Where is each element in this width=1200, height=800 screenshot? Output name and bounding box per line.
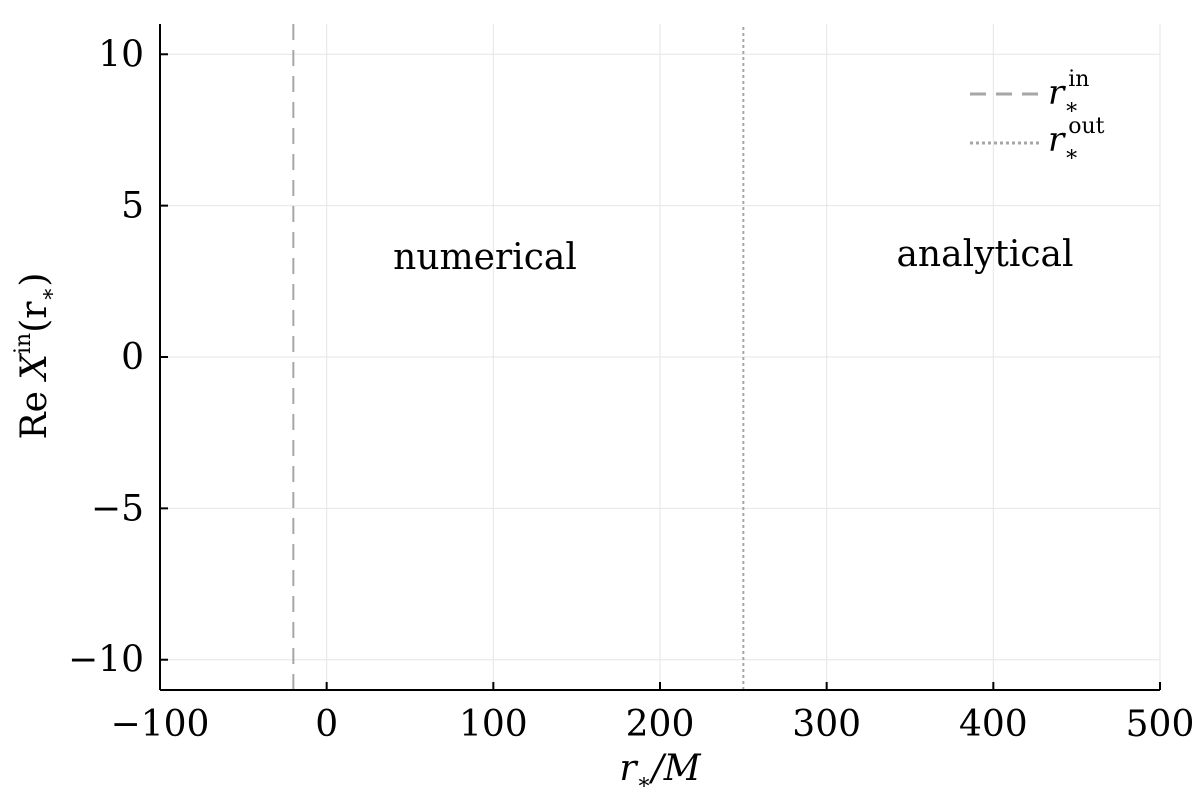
x-tick-label: 100: [459, 704, 528, 745]
annotations: numerical analytical: [393, 234, 1073, 278]
x-tick-label: 200: [626, 704, 695, 745]
x-tick-label: 0: [315, 704, 338, 745]
x-tick-label: −100: [111, 704, 210, 745]
y-tick-label: 10: [98, 34, 144, 75]
y-tick-label: 0: [121, 337, 144, 378]
y-axis-label: Re Xin(r∗): [11, 273, 61, 440]
legend: r∗in r∗out: [970, 67, 1105, 167]
y-ticks: −10 −5 0 5 10: [68, 34, 168, 681]
legend-entry-r-in: r∗in: [970, 67, 1089, 120]
y-tick-label: 5: [121, 186, 144, 227]
x-tick-label: 500: [1126, 704, 1195, 745]
x-ticks: −100 0 100 200 300 400 500: [111, 682, 1195, 745]
x-tick-label: 400: [959, 704, 1028, 745]
y-tick-label: −5: [91, 488, 144, 529]
x-tick-label: 300: [792, 704, 861, 745]
x-axis-label: r∗/M: [619, 748, 701, 795]
grid: [159, 24, 1161, 690]
legend-label-r-out: r∗out: [1048, 114, 1105, 167]
series-lines: [292, 24, 745, 690]
legend-label-r-in: r∗in: [1048, 67, 1089, 120]
annotation-analytical: analytical: [896, 234, 1073, 275]
y-tick-label: −10: [68, 640, 144, 681]
annotation-numerical: numerical: [393, 237, 577, 278]
legend-entry-r-out: r∗out: [970, 114, 1105, 167]
